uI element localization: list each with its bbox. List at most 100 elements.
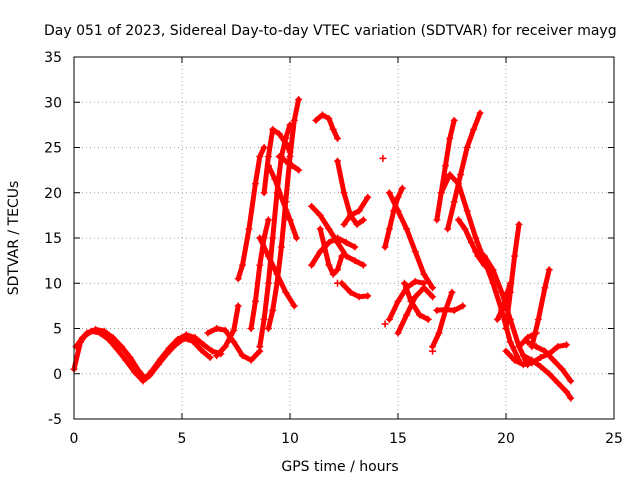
data-point xyxy=(292,234,300,242)
data-point xyxy=(139,377,147,385)
data-point xyxy=(502,325,510,332)
data-point xyxy=(282,157,290,165)
data-point xyxy=(269,125,277,133)
data-series-arc-d xyxy=(213,302,242,360)
series-band xyxy=(386,190,436,291)
data-point xyxy=(515,343,523,351)
data-point xyxy=(286,153,294,161)
data-series-arc-y xyxy=(433,116,458,224)
data-series-arc-ah xyxy=(519,352,575,402)
data-point xyxy=(264,216,272,224)
data-point xyxy=(146,372,154,380)
series-band xyxy=(456,217,494,273)
data-point xyxy=(400,279,408,287)
data-point xyxy=(480,252,488,260)
data-point xyxy=(130,368,138,376)
data-point xyxy=(245,225,253,233)
data-point xyxy=(429,284,437,292)
data-point xyxy=(290,116,298,124)
data-point xyxy=(394,193,402,201)
x-axis-label: GPS time / hours xyxy=(281,459,398,475)
series-band xyxy=(503,342,569,368)
data-point xyxy=(498,288,506,296)
series-band xyxy=(276,154,302,173)
data-point-isolated xyxy=(429,347,437,355)
data-point xyxy=(282,139,290,147)
data-point xyxy=(411,293,419,301)
data-point xyxy=(424,315,432,323)
chart-title: Day 051 of 2023, Sidereal Day-to-day VTE… xyxy=(44,23,617,39)
data-point xyxy=(325,261,333,269)
data-point xyxy=(288,162,296,170)
data-series-arc-al xyxy=(493,279,514,323)
y-tick-label: 0 xyxy=(53,367,62,383)
data-point xyxy=(221,326,229,334)
data-point xyxy=(87,327,95,335)
data-point xyxy=(502,293,510,301)
data-point xyxy=(312,116,320,124)
data-point xyxy=(277,243,285,251)
data-point xyxy=(105,335,113,343)
data-point xyxy=(524,334,532,342)
data-point xyxy=(204,329,212,337)
data-point xyxy=(238,261,246,269)
data-point xyxy=(238,352,246,360)
data-point xyxy=(325,239,333,247)
data-point xyxy=(562,388,570,396)
series-band xyxy=(434,303,466,313)
data-point xyxy=(355,207,363,215)
data-point xyxy=(463,207,471,215)
data-point xyxy=(537,363,545,371)
data-point xyxy=(260,315,268,323)
y-tick-label: 10 xyxy=(44,276,62,292)
data-point xyxy=(260,189,268,197)
data-point xyxy=(519,352,527,360)
x-tick-label: 5 xyxy=(178,431,187,447)
data-point xyxy=(213,325,221,332)
data-point xyxy=(459,302,467,310)
series-band xyxy=(235,145,267,282)
data-series-arc-t xyxy=(381,184,406,251)
data-point xyxy=(420,284,428,292)
data-point xyxy=(381,243,389,251)
data-series-arc-z xyxy=(437,171,523,364)
x-tick-label: 15 xyxy=(389,431,407,447)
data-point xyxy=(251,180,259,188)
y-tick-label: 30 xyxy=(44,95,62,111)
data-point xyxy=(318,111,326,119)
data-series-arc-f xyxy=(247,216,272,332)
data-point xyxy=(489,266,497,274)
data-point xyxy=(515,220,523,228)
data-point xyxy=(411,248,419,256)
data-point xyxy=(489,279,497,287)
data-point xyxy=(498,306,506,314)
data-point xyxy=(275,153,283,161)
data-series-arc-ak xyxy=(515,329,540,351)
data-point xyxy=(467,239,475,247)
series-band xyxy=(214,303,241,359)
data-point xyxy=(403,311,411,319)
data-point xyxy=(282,288,290,296)
data-point xyxy=(450,198,458,206)
data-point xyxy=(273,270,281,278)
data-point xyxy=(506,279,514,287)
data-point xyxy=(411,277,419,285)
data-point xyxy=(506,338,514,346)
data-point xyxy=(290,302,298,310)
data-series-arc-af xyxy=(502,220,523,332)
data-point xyxy=(532,343,540,351)
data-point xyxy=(476,109,484,117)
data-point xyxy=(329,125,337,133)
data-point xyxy=(385,225,393,233)
series-band xyxy=(317,226,345,277)
data-point xyxy=(463,144,471,151)
data-point xyxy=(316,225,324,233)
data-point xyxy=(200,341,208,349)
data-point xyxy=(234,275,242,283)
y-tick-label: 20 xyxy=(44,186,62,202)
y-tick-label: 35 xyxy=(44,50,62,66)
data-point xyxy=(433,216,441,224)
data-point xyxy=(256,234,264,242)
data-point xyxy=(519,361,527,369)
